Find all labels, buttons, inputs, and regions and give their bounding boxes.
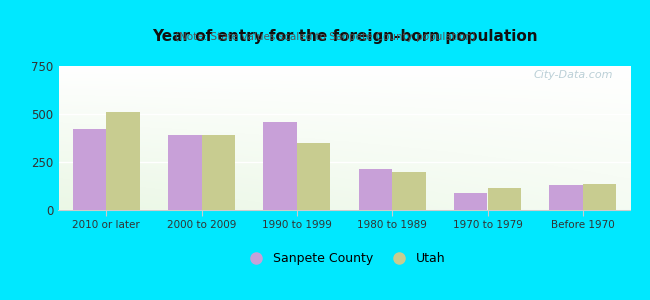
Bar	[106, 112, 140, 210]
Text: (Note: State values scaled to Sanpete County population): (Note: State values scaled to Sanpete Co…	[175, 32, 475, 41]
Bar	[73, 129, 106, 210]
Title: Year of entry for the foreign-born population: Year of entry for the foreign-born popul…	[151, 29, 538, 44]
Text: City-Data.com: City-Data.com	[534, 70, 614, 80]
Bar	[202, 135, 235, 210]
Bar	[454, 193, 488, 210]
Bar	[549, 185, 583, 210]
Bar	[359, 169, 392, 210]
Legend: Sanpete County, Utah: Sanpete County, Utah	[239, 247, 450, 270]
Bar	[297, 143, 330, 210]
Bar	[583, 184, 616, 210]
Bar	[263, 122, 297, 210]
Bar	[392, 172, 426, 210]
Bar	[168, 135, 202, 210]
Bar	[488, 188, 521, 210]
